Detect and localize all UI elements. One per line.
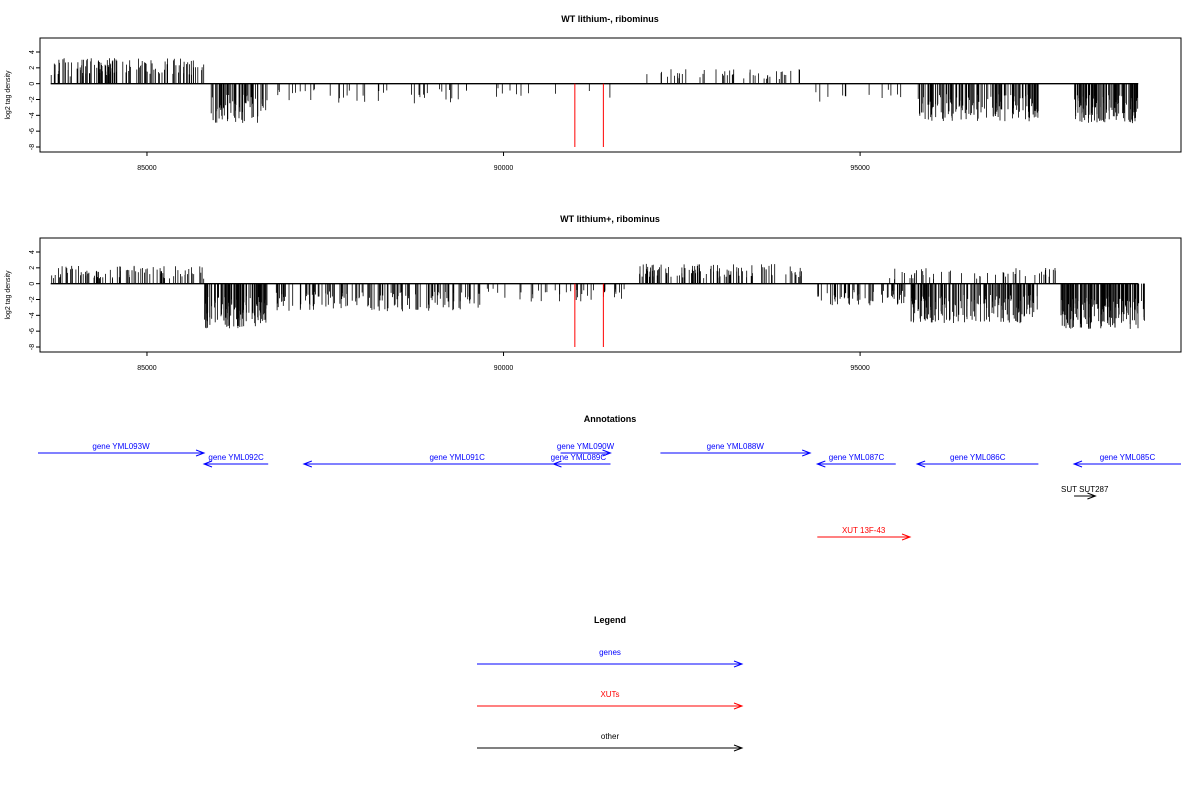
panel-title-lithium-plus: WT lithium+, ribominus <box>560 214 660 224</box>
feature-arrow-head <box>552 460 562 468</box>
y-tick-label: -6 <box>29 128 36 134</box>
feature-label: gene YML085C <box>1100 453 1156 462</box>
legend-item-xut: XUTs <box>477 690 744 710</box>
track-panel-lithium-minus: WT lithium-, ribominus log2 tag density … <box>5 14 1182 172</box>
feature-label: SUT SUT287 <box>1061 485 1109 494</box>
y-tick-label: -4 <box>29 312 36 318</box>
y-tick-label: -2 <box>29 96 36 102</box>
legend-label: genes <box>599 648 621 657</box>
x-axis-ticks: 85000 90000 95000 <box>137 152 870 172</box>
feature-gene: gene YML088W <box>660 442 812 457</box>
feature-arrow-head <box>202 460 213 468</box>
annotations-title: Annotations <box>584 414 637 424</box>
legend-label: other <box>601 732 620 741</box>
x-tick-label: 90000 <box>494 165 514 172</box>
y-tick-label: 0 <box>29 282 36 286</box>
feature-arrow-head <box>302 460 313 468</box>
feature-gene: gene YML093W <box>38 442 206 457</box>
feature-arrow-head <box>915 460 926 468</box>
feature-arrows: gene YML093W gene YML092C gene YML091C gene… <box>38 442 1181 541</box>
feature-gene: gene YML087C <box>815 453 896 468</box>
y-axis-ticks: 4 2 0 -2 -4 -6 -8 <box>29 50 40 150</box>
feature-label: XUT 13F-43 <box>842 526 886 535</box>
y-tick-label: -6 <box>29 328 36 334</box>
x-axis-ticks: 85000 90000 95000 <box>137 352 870 372</box>
x-tick-label: 85000 <box>137 165 157 172</box>
feature-arrow-head <box>901 533 912 541</box>
y-tick-label: -8 <box>29 144 36 150</box>
feature-label: gene YML092C <box>208 453 264 462</box>
feature-label: gene YML091C <box>429 453 485 462</box>
panel-title-lithium-minus: WT lithium-, ribominus <box>561 14 659 24</box>
x-tick-label: 85000 <box>137 365 157 372</box>
feature-xut: XUT 13F-43 <box>817 526 912 541</box>
y-tick-label: 0 <box>29 82 36 86</box>
feature-arrow-head <box>801 449 812 457</box>
legend-item-other: other <box>477 732 744 752</box>
legend-item-gene: genes <box>477 648 744 668</box>
feature-label: gene YML086C <box>950 453 1006 462</box>
x-tick-label: 90000 <box>494 365 514 372</box>
y-tick-label: 2 <box>29 66 36 70</box>
feature-label: gene YML093W <box>92 442 150 451</box>
feature-gene: gene YML085C <box>1072 453 1181 468</box>
legend-items: genes XUTs other <box>477 648 744 752</box>
feature-arrow-head <box>815 460 826 468</box>
feature-label: gene YML089C <box>551 453 607 462</box>
feature-arrow-head <box>195 449 206 457</box>
y-tick-label: -4 <box>29 112 36 118</box>
feature-arrow-head <box>1072 460 1083 468</box>
y-tick-label: -8 <box>29 344 36 350</box>
legend-label: XUTs <box>600 690 619 699</box>
feature-arrow-head <box>1087 492 1097 500</box>
feature-label: gene YML087C <box>829 453 885 462</box>
legend-title: Legend <box>594 615 626 625</box>
feature-gene: gene YML086C <box>915 453 1039 468</box>
track-panel-lithium-plus: WT lithium+, ribominus log2 tag density … <box>5 214 1182 372</box>
legend-arrow-head <box>733 660 744 668</box>
y-axis-label: log2 tag density <box>5 270 12 320</box>
y-tick-label: 4 <box>29 250 36 254</box>
feature-gene: gene YML092C <box>202 453 269 468</box>
y-tick-label: -2 <box>29 296 36 302</box>
feature-label: gene YML088W <box>707 442 765 451</box>
y-tick-label: 4 <box>29 50 36 54</box>
red-markers <box>574 283 604 347</box>
x-tick-label: 95000 <box>850 165 870 172</box>
y-tick-label: 2 <box>29 266 36 270</box>
feature-arrow-head <box>602 449 612 457</box>
feature-gene: gene YML089C <box>551 453 607 468</box>
legend-arrow-head <box>733 744 744 752</box>
x-tick-label: 95000 <box>850 365 870 372</box>
y-axis-ticks: 4 2 0 -2 -4 -6 -8 <box>29 250 40 350</box>
y-axis-label: log2 tag density <box>5 70 12 120</box>
density-bars <box>51 263 1145 329</box>
plot-frame <box>39 237 1182 353</box>
feature-other: SUT SUT287 <box>1061 485 1109 500</box>
legend: Legend genes XUTs other <box>477 615 744 752</box>
red-markers <box>574 83 604 147</box>
feature-gene: gene YML090W <box>557 442 615 457</box>
legend-arrow-head <box>733 702 744 710</box>
density-bars <box>50 58 1139 124</box>
feature-label: gene YML090W <box>557 442 615 451</box>
plot-frame <box>39 37 1182 153</box>
